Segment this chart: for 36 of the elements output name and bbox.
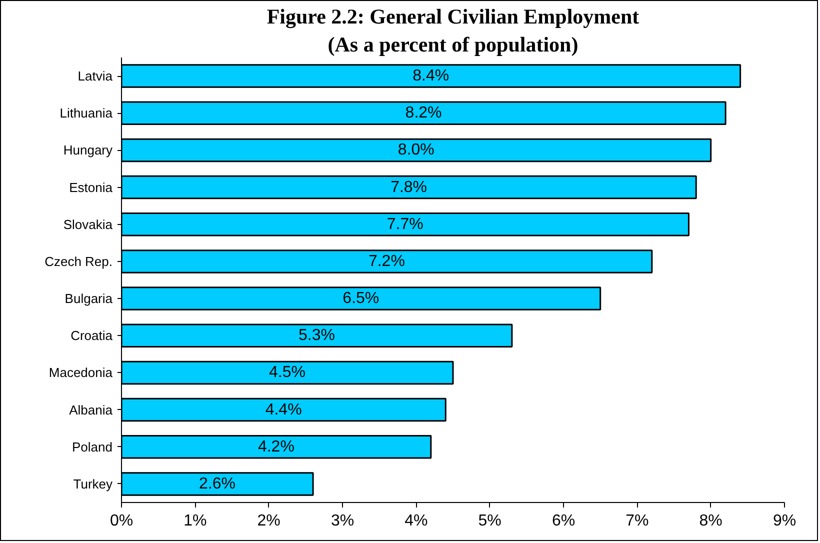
data-label: 5.3% [298,327,335,344]
y-tick-label: Hungary [63,142,113,158]
x-tick-label: 6% [552,512,576,530]
data-label: 6.5% [342,290,380,308]
y-tick-label: Lithuania [60,106,114,121]
y-tick-label: Bulgaria [64,291,114,306]
y-tick-label: Croatia [70,328,114,344]
y-tick-label: Albania [69,402,114,418]
chart-subtitle: (As a percent of population) [328,32,578,56]
data-label: 7.7% [386,216,424,233]
y-tick-label: Macedonia [48,365,114,380]
x-tick-label: 2% [257,512,280,530]
data-label: 8.4% [412,68,450,85]
data-label: 4.5% [269,364,306,382]
data-label: 7.2% [368,252,405,270]
data-label: 7.8% [390,178,428,196]
y-tick-label: Poland [72,439,113,454]
x-tick-label: 0% [110,512,134,530]
data-label: 4.2% [258,438,294,456]
data-label: 8.0% [398,142,434,159]
x-tick-label: 4% [404,512,428,530]
y-tick-label: Slovakia [63,216,114,232]
y-tick-label: Latvia [78,68,114,84]
x-tick-label: 8% [699,512,722,530]
data-label: 8.2% [405,104,442,122]
x-tick-label: 3% [330,512,354,530]
chart-title: Figure 2.2: General Civilian Employment [266,4,640,28]
y-tick-label: Turkey [73,476,113,492]
y-tick-label: Czech Rep. [44,254,112,269]
x-tick-label: 9% [772,512,796,530]
x-tick-label: 1% [184,512,207,530]
x-tick-label: 5% [478,512,502,530]
y-tick-label: Estonia [69,180,114,195]
data-label: 2.6% [199,475,236,492]
x-tick-label: 7% [626,512,649,530]
data-label: 4.4% [265,401,302,418]
